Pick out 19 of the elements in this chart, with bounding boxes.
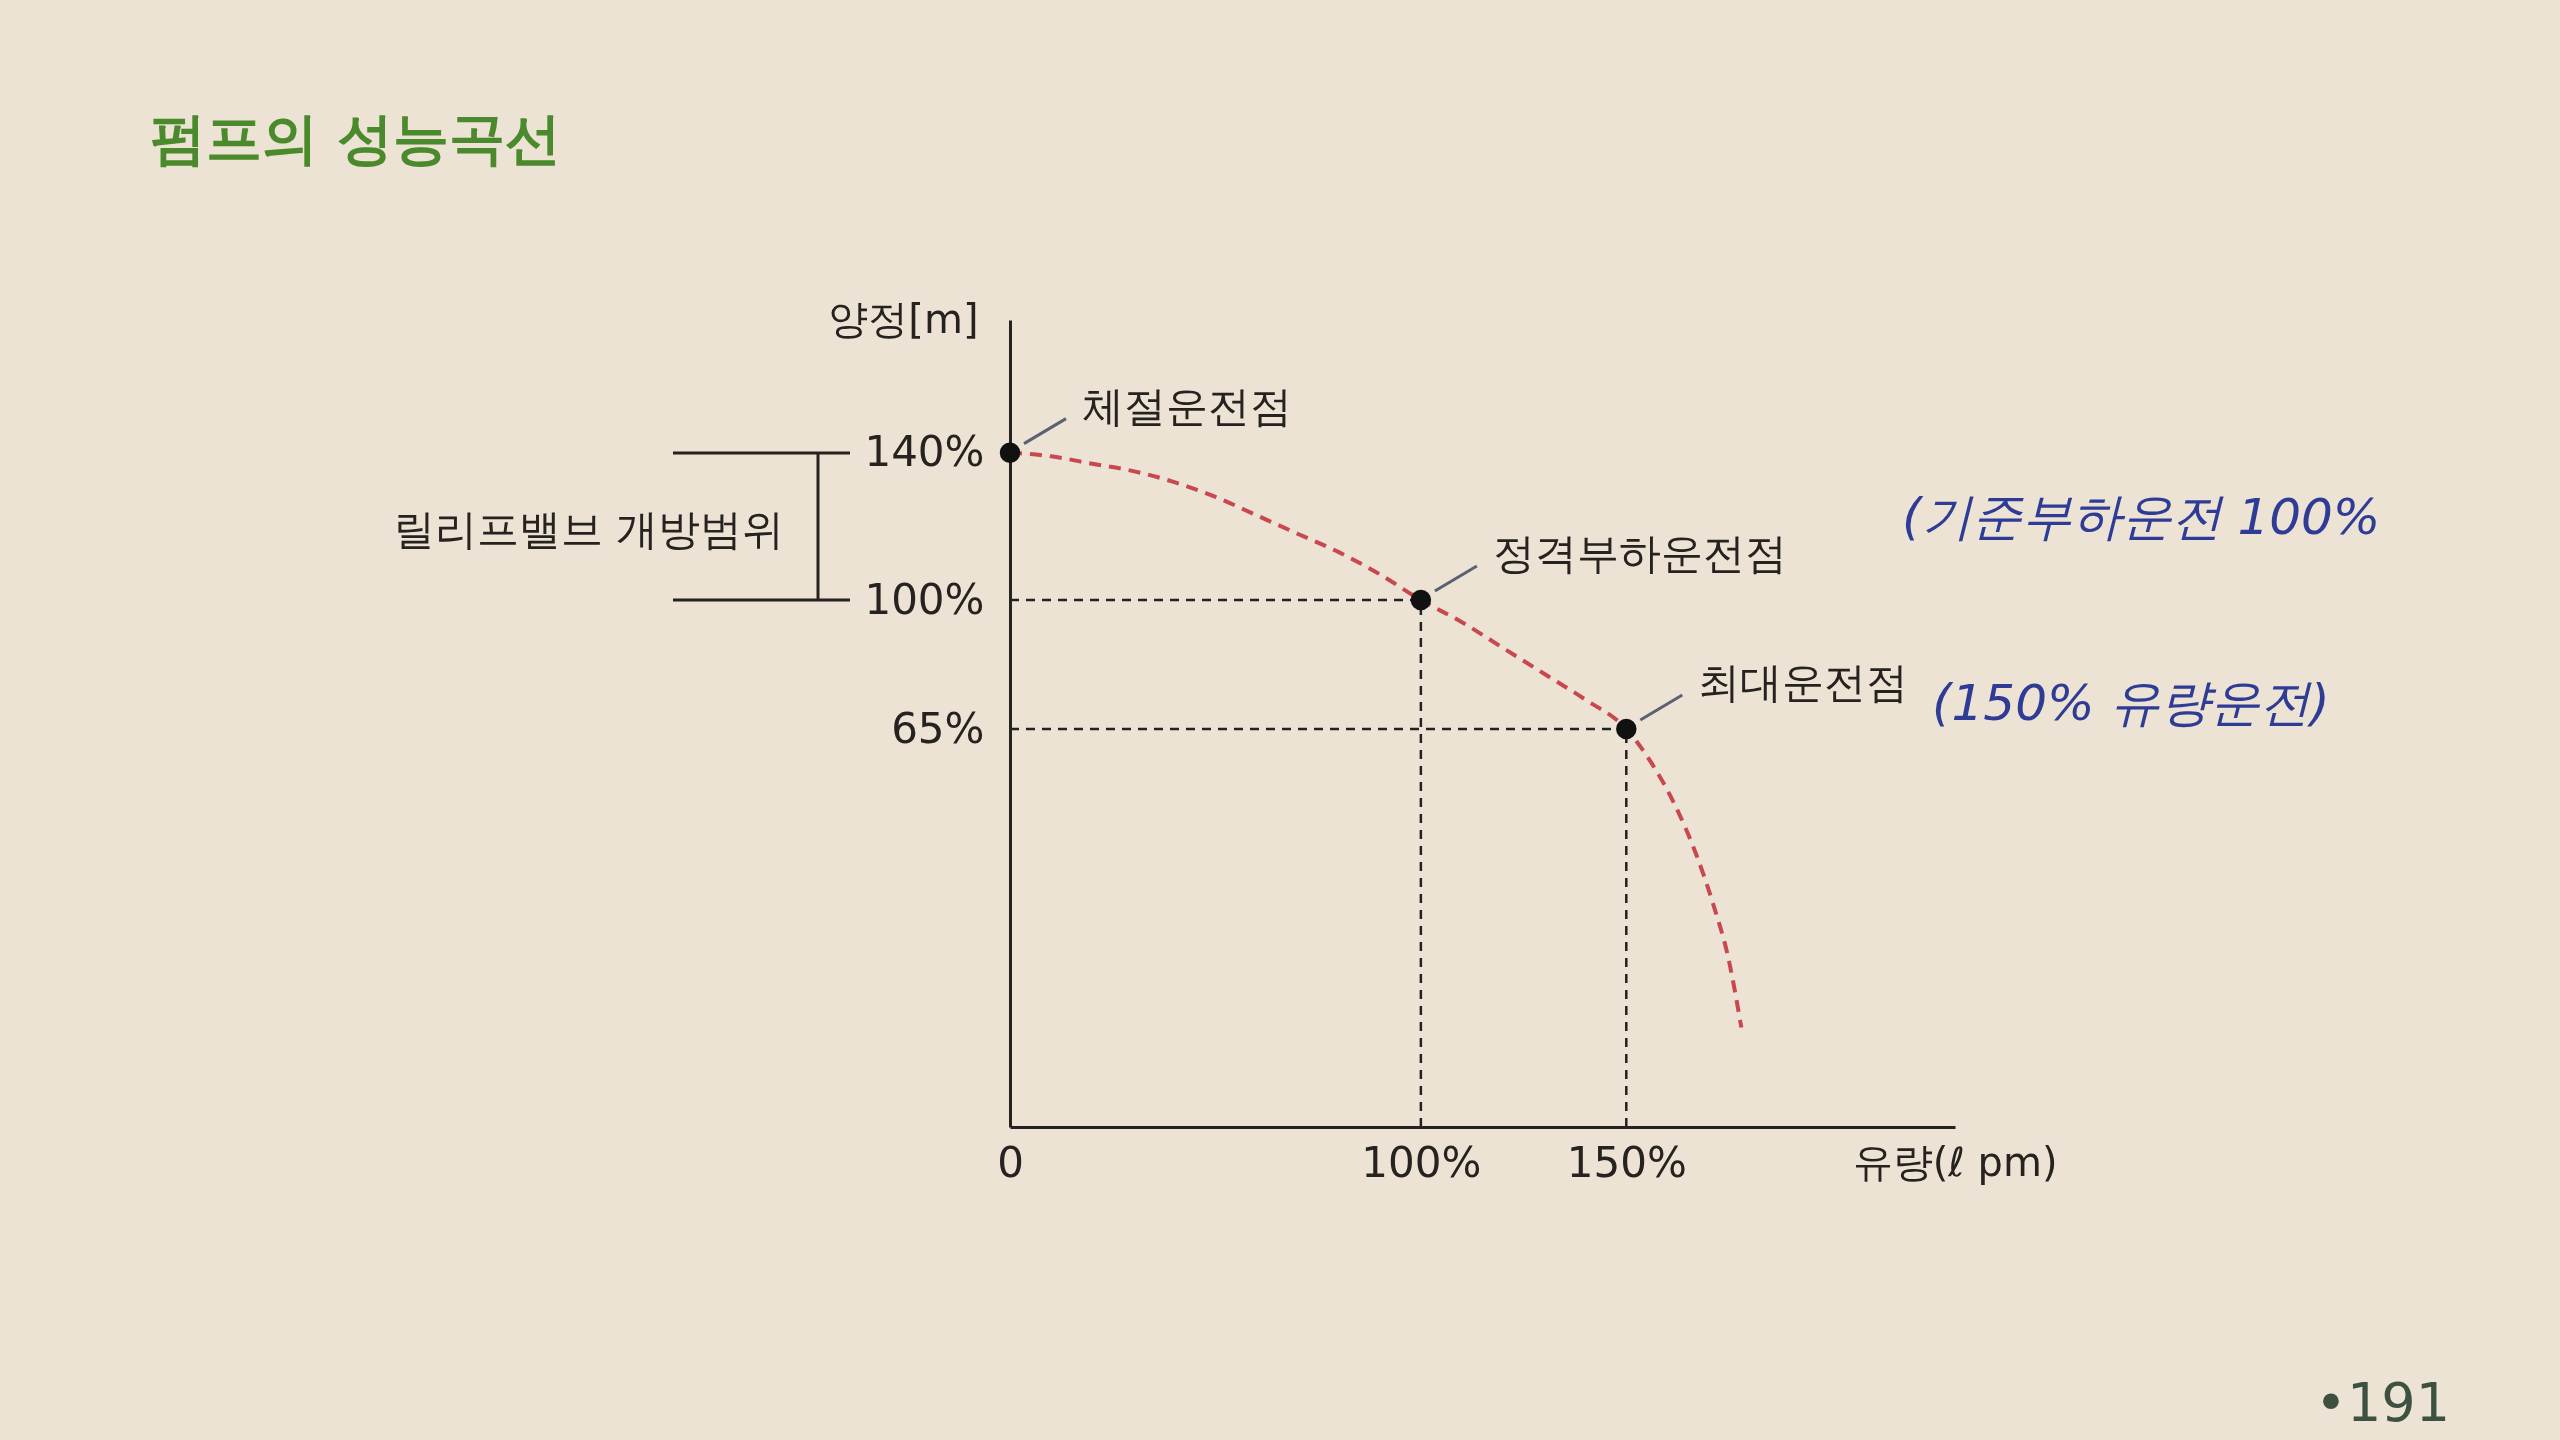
- annotation: 정격부하운전점: [1492, 529, 1787, 579]
- annotation: (기준부하운전 100%: [1902, 488, 2381, 546]
- x-tick-label: 150%: [1566, 1137, 1687, 1187]
- point: [1616, 718, 1637, 740]
- x-tick-label: 0: [997, 1137, 1024, 1187]
- x-axis-title: 유량(ℓ pm): [1852, 1138, 2058, 1185]
- y-tick-label: 100%: [864, 574, 985, 624]
- text: •191: [2315, 1371, 2450, 1434]
- point: [1410, 589, 1432, 611]
- annotation: (150% 유량운전): [1932, 674, 2330, 732]
- annotation: 체절운전점: [1082, 381, 1292, 431]
- text: 릴리프밸브 개방범위: [392, 505, 784, 554]
- y-tick-label: 140%: [864, 427, 985, 477]
- annotation: 최대운전점: [1698, 658, 1909, 708]
- point: [999, 442, 1021, 463]
- y-axis-title: 양정[m]: [828, 295, 979, 342]
- y-tick-label: 65%: [891, 703, 985, 753]
- text: 펌프의 성능곡선: [150, 106, 562, 171]
- x-tick-label: 100%: [1361, 1137, 1482, 1187]
